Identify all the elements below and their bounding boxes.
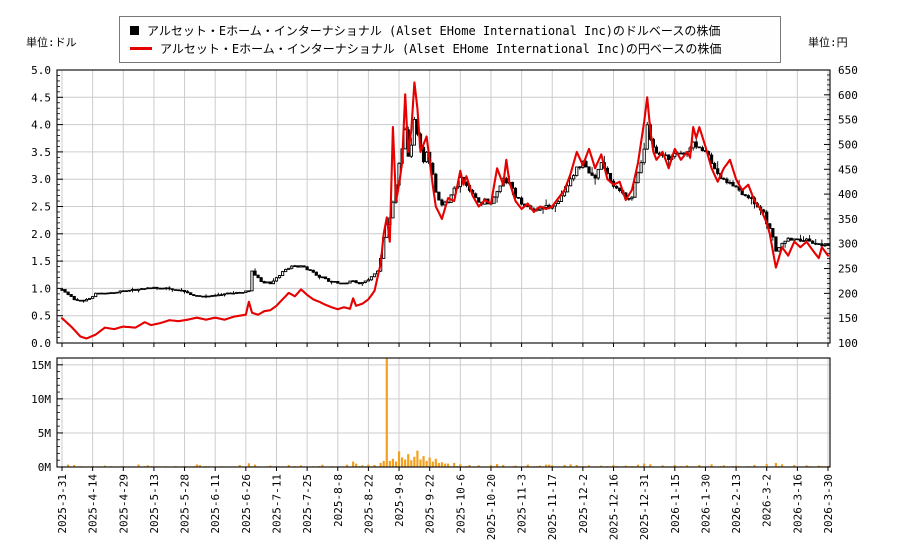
x-axis-date-label: 2026-2-13 <box>730 474 743 534</box>
axis-ticks-and-labels: 0.0 0.5 1.0 1.5 2.0 2.5 3.0 3.5 4.0 4.5 5.0 100 150 2… <box>31 64 858 540</box>
left-axis-tick-label: 2.0 <box>31 228 51 241</box>
right-axis-tick-label: 300 <box>838 238 858 251</box>
x-axis-date-label: 2025-6-26 <box>240 474 253 534</box>
volume-axis-tick-label: 5M <box>38 427 52 440</box>
x-axis-date-label: 2026-3-30 <box>822 474 835 534</box>
right-axis-tick-label: 250 <box>838 263 858 276</box>
chart-legend: アルセット・Eホーム・インターナショナル (Alset EHome Intern… <box>119 16 781 63</box>
x-axis-date-label: 2026-1-15 <box>669 474 682 534</box>
grid-layer <box>57 69 830 467</box>
x-axis-date-label: 2025-12-2 <box>577 474 590 534</box>
x-axis-date-label: 2025-12-31 <box>638 474 651 540</box>
x-axis-date-label: 2026-3-16 <box>791 474 804 534</box>
x-axis-date-label: 2025-5-13 <box>148 474 161 534</box>
volume-axis-tick-label: 15M <box>31 359 51 372</box>
right-axis-tick-label: 550 <box>838 114 858 127</box>
right-axis-tick-label: 400 <box>838 188 858 201</box>
left-axis-tick-label: 0.5 <box>31 310 51 323</box>
x-axis-date-label: 2025-12-16 <box>608 474 621 540</box>
right-axis-tick-label: 500 <box>838 138 858 151</box>
x-axis-date-label: 2025-8-22 <box>362 474 375 534</box>
volume-axis-tick-label: 0M <box>38 461 52 474</box>
legend-item-yen-series: アルセット・Eホーム・インターナショナル (Alset EHome Intern… <box>128 40 772 57</box>
x-axis-date-label: 2025-4-29 <box>117 474 130 534</box>
x-axis-date-label: 2026-3-2 <box>761 474 774 527</box>
left-axis-tick-label: 3.0 <box>31 173 51 186</box>
left-axis-tick-label: 1.5 <box>31 255 51 268</box>
x-axis-date-label: 2025-10-20 <box>485 474 498 540</box>
left-axis-tick-label: 5.0 <box>31 64 51 77</box>
x-axis-date-label: 2025-6-11 <box>209 474 222 534</box>
x-axis-date-label: 2025-9-22 <box>424 474 437 534</box>
volume-axis-tick-label: 10M <box>31 393 51 406</box>
panel-borders <box>56 69 831 468</box>
x-axis-date-label: 2025-3-31 <box>56 474 69 534</box>
right-axis-tick-label: 100 <box>838 337 858 350</box>
right-axis-tick-label: 650 <box>838 64 858 77</box>
left-axis-tick-label: 0.0 <box>31 337 51 350</box>
x-axis-date-label: 2025-4-14 <box>87 474 100 534</box>
left-axis-unit-label: 単位:ドル <box>26 36 77 49</box>
left-axis-tick-label: 4.0 <box>31 119 51 132</box>
x-axis-date-label: 2025-8-8 <box>332 474 345 527</box>
candlestick-series <box>60 116 830 303</box>
x-axis-date-label: 2025-10-6 <box>454 474 467 534</box>
x-axis-date-label: 2026-1-30 <box>699 474 712 534</box>
x-axis-date-label: 2025-9-8 <box>393 474 406 527</box>
right-axis-tick-label: 150 <box>838 312 858 325</box>
left-axis-tick-label: 2.5 <box>31 201 51 214</box>
x-axis-date-label: 2025-7-11 <box>270 474 283 534</box>
right-axis-tick-label: 600 <box>838 89 858 102</box>
left-axis-tick-label: 3.5 <box>31 146 51 159</box>
legend-label-usd: アルセット・Eホーム・インターナショナル (Alset EHome Intern… <box>147 23 721 38</box>
yen-line-series <box>60 81 830 340</box>
right-axis-unit-label: 単位:円 <box>808 36 848 49</box>
right-axis-tick-label: 350 <box>838 213 858 226</box>
line-series-marker-icon <box>130 47 152 51</box>
right-axis-tick-label: 200 <box>838 287 858 300</box>
legend-item-usd-series: アルセット・Eホーム・インターナショナル (Alset EHome Intern… <box>128 22 772 39</box>
x-axis-date-label: 2025-7-25 <box>301 474 314 534</box>
left-axis-tick-label: 4.5 <box>31 91 51 104</box>
legend-label-yen: アルセット・Eホーム・インターナショナル (Alset EHome Intern… <box>160 42 722 57</box>
x-axis-date-label: 2025-11-3 <box>516 474 529 534</box>
left-axis-tick-label: 1.0 <box>31 282 51 295</box>
x-axis-date-label: 2025-5-28 <box>179 474 192 534</box>
volume-bars <box>60 358 830 467</box>
candlestick-series-marker-icon <box>130 25 139 35</box>
right-axis-tick-label: 450 <box>838 163 858 176</box>
x-axis-date-label: 2025-11-17 <box>546 474 559 540</box>
